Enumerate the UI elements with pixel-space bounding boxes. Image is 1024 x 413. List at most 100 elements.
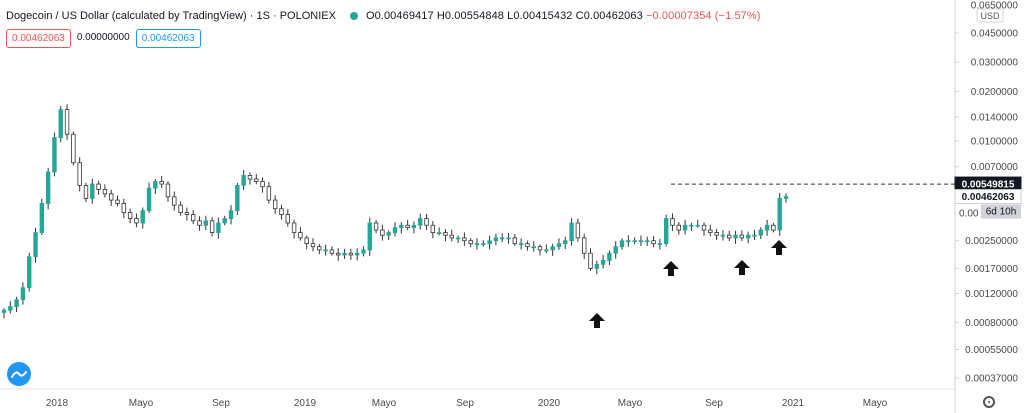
candle-up xyxy=(613,246,618,254)
candle-up xyxy=(455,237,461,240)
candle-down xyxy=(96,183,101,190)
candle-up xyxy=(90,183,95,199)
candles-group xyxy=(1,104,789,319)
price-tick-label: 0.00037000 xyxy=(965,374,1018,385)
price-tick-label: 0.00120000 xyxy=(965,289,1018,300)
ohlc-values: O0.00469417 H0.00554848 L0.00415432 C0.0… xyxy=(365,10,643,22)
candle-down xyxy=(184,212,190,215)
candle-down xyxy=(462,237,467,242)
candle-down xyxy=(77,162,82,186)
candle-up xyxy=(657,243,663,246)
candle-up xyxy=(342,252,347,256)
candle-down xyxy=(304,237,309,245)
time-axis[interactable]: 2018 Mayo Sep 2019 Mayo Sep 2020 Mayo Sep 2021 May… xyxy=(46,398,888,409)
candle-up xyxy=(203,220,209,226)
up-arrow-icon xyxy=(734,260,750,275)
candle-up xyxy=(20,287,26,301)
candle-down xyxy=(254,178,259,182)
candle-down xyxy=(178,204,183,213)
spread-value: 0.00000000 xyxy=(76,32,130,43)
currency-badge[interactable] xyxy=(976,8,1004,23)
candle-up xyxy=(745,234,751,239)
candle-up xyxy=(638,240,644,243)
countdown-label: 6d 10h xyxy=(986,207,1017,218)
candle-down xyxy=(127,212,133,220)
candle-down xyxy=(310,243,316,248)
candle-up xyxy=(682,224,688,231)
currency-label: USD xyxy=(980,11,1000,21)
candle-up xyxy=(493,237,499,242)
sell-price-button[interactable]: 0.00462063 xyxy=(6,29,71,48)
candle-up xyxy=(8,306,13,311)
candle-up xyxy=(222,218,227,224)
candle-down xyxy=(581,237,587,254)
price-tick-label: 0.0140000 xyxy=(971,112,1019,123)
candle-up xyxy=(323,249,328,252)
candle-up xyxy=(720,234,726,237)
time-tick-label: 2020 xyxy=(538,398,561,409)
candle-up xyxy=(487,240,492,245)
candle-up xyxy=(733,234,738,239)
candle-up xyxy=(689,224,694,227)
candle-down xyxy=(424,218,429,226)
candle-down xyxy=(348,252,354,256)
candle-up xyxy=(556,243,562,248)
last-price-label: 0.00462063 xyxy=(962,192,1015,203)
candle-down xyxy=(159,181,164,185)
candle-up xyxy=(594,263,600,269)
candle-up xyxy=(474,243,480,246)
time-tick-label: Sep xyxy=(212,398,230,409)
candle-down xyxy=(727,234,732,239)
candle-down xyxy=(109,193,114,201)
resistance-price-label: 0.00549815 xyxy=(962,180,1015,191)
candle-down xyxy=(260,181,265,188)
trade-pills: 0.00462063 0.00000000 0.00462063 xyxy=(6,29,201,48)
up-arrow-icon xyxy=(663,261,679,276)
candle-down xyxy=(771,224,776,231)
candle-down xyxy=(739,234,745,239)
candle-up xyxy=(33,232,38,258)
time-tick-label: 2019 xyxy=(294,398,317,409)
candle-down xyxy=(701,224,707,231)
candle-up xyxy=(241,175,246,186)
candle-down xyxy=(373,222,379,231)
time-tick-label: Mayo xyxy=(863,398,888,409)
buy-price-button[interactable]: 0.00462063 xyxy=(135,29,201,48)
candle-up xyxy=(418,218,423,226)
candle-up xyxy=(361,249,366,254)
time-tick-label: Mayo xyxy=(129,398,154,409)
up-arrow-icon xyxy=(589,313,605,328)
price-axis[interactable]: 0.0450000 0.0300000 0.0200000 0.0140000 0.01… xyxy=(954,1,1022,385)
candle-up xyxy=(14,299,19,307)
settings-gear-icon[interactable] xyxy=(983,396,995,408)
time-tick-label: 2018 xyxy=(46,398,69,409)
candle-down xyxy=(575,222,581,239)
candle-up xyxy=(563,240,568,245)
symbol-title[interactable]: Dogecoin / US Dollar (calculated by Trad… xyxy=(6,10,336,22)
up-arrow-marker xyxy=(663,261,679,276)
candle-up xyxy=(235,184,240,212)
up-arrow-marker xyxy=(589,313,605,328)
candle-up xyxy=(600,260,606,265)
candle-down xyxy=(708,229,713,233)
candle-up xyxy=(764,224,770,231)
candle-down xyxy=(172,196,177,206)
tradingview-logo-icon[interactable] xyxy=(7,362,31,386)
candle-down xyxy=(468,240,473,245)
price-tick-label: 0.0070000 xyxy=(971,162,1019,173)
candle-down xyxy=(209,220,215,233)
candle-down xyxy=(165,183,171,198)
candle-down xyxy=(329,249,335,254)
candle-up xyxy=(783,196,789,199)
time-tick-label: Mayo xyxy=(372,398,397,409)
candle-up xyxy=(1,309,7,313)
price-tick-label: 0.0650000 xyxy=(971,1,1019,12)
candle-down xyxy=(298,232,303,239)
candle-up xyxy=(663,218,669,245)
price-tick-label: 0.0300000 xyxy=(971,58,1019,69)
candle-up xyxy=(758,229,763,236)
candle-up xyxy=(531,246,536,249)
candle-up xyxy=(140,210,145,224)
